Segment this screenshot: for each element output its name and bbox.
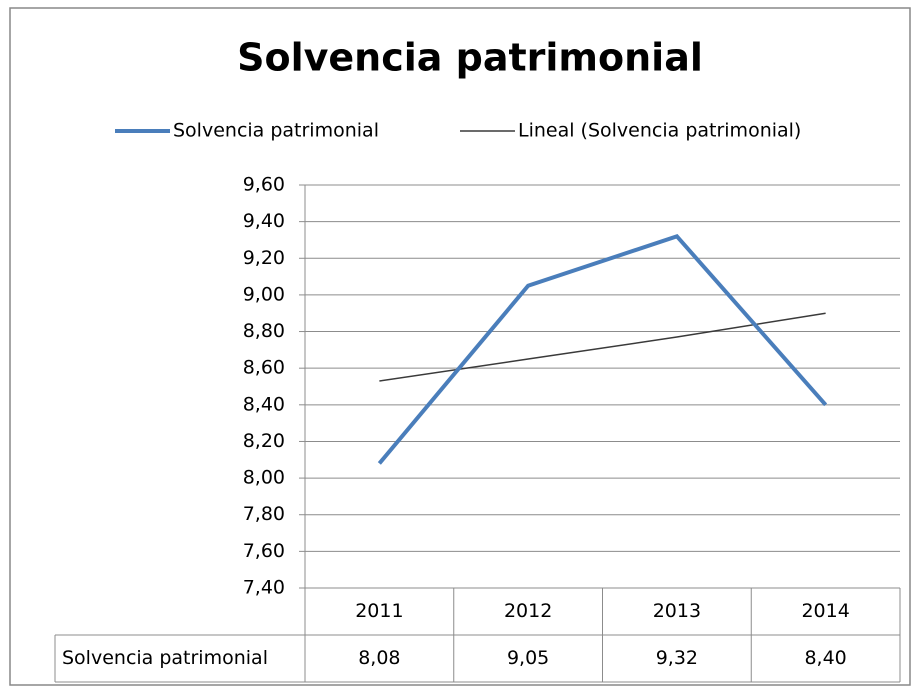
x-tick-label: 2014 [801,600,849,622]
legend-label: Solvencia patrimonial [173,120,379,142]
y-tick-label: 7,80 [243,503,285,525]
chart-title: Solvencia patrimonial [237,36,703,80]
trend-line [379,312,826,382]
table-value: 9,05 [507,647,549,669]
y-tick-label: 7,60 [243,540,285,562]
chart-border [9,7,911,686]
y-tick-label: 8,00 [243,467,285,489]
table-value: 9,32 [656,647,698,669]
y-tick-label: 7,40 [243,577,285,599]
y-tick-label: 8,20 [243,430,285,452]
y-tick-label: 8,60 [243,357,285,379]
series-line [377,233,828,465]
y-tick-label: 9,60 [243,174,285,196]
y-tick-label: 9,20 [243,247,285,269]
x-tick-label: 2011 [355,600,403,622]
y-tick-label: 9,40 [243,210,285,232]
x-tick-label: 2013 [653,600,701,622]
table-row-label: Solvencia patrimonial [62,647,268,669]
table-value: 8,40 [804,647,846,669]
y-tick-label: 8,40 [243,393,285,415]
legend-label: Lineal (Solvencia patrimonial) [518,120,801,142]
table-value: 8,08 [358,647,400,669]
y-tick-label: 9,00 [243,283,285,305]
x-tick-label: 2012 [504,600,552,622]
y-tick-label: 8,80 [243,320,285,342]
